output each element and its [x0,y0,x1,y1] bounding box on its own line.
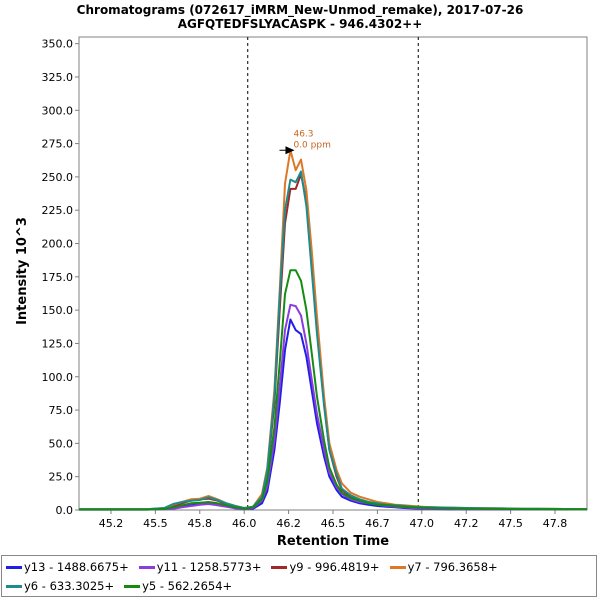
y-tick-label: 200.0 [42,238,74,251]
legend-label: y5 - 562.2654+ [142,579,233,593]
x-tick-label: 47.5 [498,517,523,530]
y-tick-label: 275.0 [42,138,74,151]
legend-swatch [124,584,141,588]
y-axis-label: Intensity 10^3 [15,217,30,325]
y-tick-label: 50.0 [49,437,74,450]
x-tick-label: 45.8 [188,517,213,530]
legend-row: y6 - 633.3025+ y5 - 562.2654+ [2,577,238,595]
y-tick-label: 225.0 [42,204,74,217]
x-tick-label: 47.8 [543,517,568,530]
chart-subtitle: AGFQTEDFSLYACASPK - 946.4302++ [178,17,423,31]
chart-title: Chromatograms (072617_iMRM_New-Unmod_rem… [77,3,524,18]
legend-swatch [389,565,406,569]
legend-label: y9 - 996.4819+ [289,560,380,574]
peak-rt-label: 46.3 [293,129,313,139]
legend-item: y11 - 1258.5773+ [135,560,262,574]
legend-swatch [6,565,22,569]
y-axis: 0.0 25.0 50.0 75.0 100.0 125.0 150.0 175.0 200.0… [42,38,79,517]
y-tick-label: 325.0 [42,71,74,84]
y-tick-label: 125.0 [42,337,74,350]
legend-item: y9 - 996.4819+ [267,560,380,574]
legend-item: y13 - 1488.6675+ [2,560,129,574]
legend-item: y5 - 562.2654+ [120,579,232,593]
series-lines [79,149,588,511]
x-axis: 45.2 45.5 45.8 46.0 46.2 46.5 46.7 47.0 47.2 47.5… [99,510,568,530]
x-tick-label: 47.0 [410,517,435,530]
legend-label: y13 - 1488.6675+ [24,560,129,574]
y-tick-label: 175.0 [42,271,74,284]
legend: y13 - 1488.6675+ y11 - 1258.5773+ y9 - 996… [1,555,597,597]
legend-swatch [138,565,155,569]
plot-area [78,36,588,511]
y-tick-label: 150.0 [42,304,74,317]
y-tick-label: 0.0 [56,504,74,517]
legend-item: y6 - 633.3025+ [2,579,114,593]
y-tick-label: 75.0 [49,404,74,417]
legend-swatch [6,584,22,588]
legend-swatch [271,565,288,569]
y-tick-label: 350.0 [42,38,74,51]
peak-annotation: 46.30.0 ppm [279,129,331,155]
legend-item: y7 - 796.3658+ [386,560,498,574]
x-tick-label: 45.2 [99,517,124,530]
retention-markers [247,37,419,510]
legend-row: y13 - 1488.6675+ y11 - 1258.5773+ y9 - 996… [2,558,504,576]
x-tick-label: 47.2 [454,517,479,530]
y-tick-label: 100.0 [42,371,74,384]
legend-label: y6 - 633.3025+ [24,579,115,593]
series-line [79,269,587,511]
peak-ppm-label: 0.0 ppm [293,140,330,150]
x-tick-label: 46.0 [232,517,257,530]
x-axis-label: Retention Time [277,534,389,549]
legend-label: y11 - 1258.5773+ [156,560,262,574]
y-tick-label: 25.0 [49,471,74,484]
x-tick-label: 45.5 [143,517,168,530]
y-tick-label: 300.0 [42,104,74,117]
legend-label: y7 - 796.3658+ [407,560,498,574]
y-tick-label: 250.0 [42,171,74,184]
x-tick-label: 46.7 [365,517,390,530]
x-tick-label: 46.2 [276,517,301,530]
x-tick-label: 46.5 [321,517,346,530]
